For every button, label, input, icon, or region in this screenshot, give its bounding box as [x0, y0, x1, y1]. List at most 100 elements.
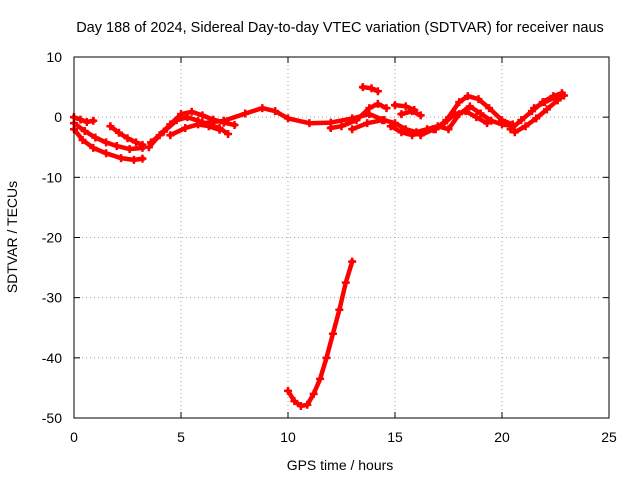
x-tick-label: 10 [280, 429, 296, 445]
data-series [70, 83, 569, 410]
data-point [382, 104, 391, 113]
data-point [284, 114, 292, 123]
data-point [530, 104, 539, 113]
series-track-4 [106, 122, 147, 149]
data-point [138, 140, 147, 149]
data-point [397, 128, 406, 137]
data-point [401, 102, 410, 111]
y-axis-label: SDTVAR / TECUs [4, 181, 20, 293]
data-point [147, 138, 156, 147]
chart-title: Day 188 of 2024, Sidereal Day-to-day VTE… [76, 20, 604, 36]
data-point [461, 107, 470, 116]
data-point [117, 154, 126, 163]
data-point [89, 143, 98, 152]
data-point [125, 145, 134, 154]
data-point [328, 329, 337, 338]
y-tick-label: 10 [46, 49, 62, 65]
data-point [476, 109, 485, 118]
data-point [487, 116, 496, 125]
data-point [76, 115, 85, 124]
series-track-11 [358, 83, 382, 96]
data-point [540, 98, 549, 107]
data-point [183, 113, 192, 122]
data-point [322, 353, 331, 362]
data-point [391, 119, 399, 128]
data-point [172, 116, 181, 125]
data-point [181, 123, 190, 132]
series-track-18 [510, 91, 569, 137]
data-point [224, 130, 233, 139]
data-point [305, 119, 314, 128]
data-point [397, 110, 406, 119]
data-point [241, 109, 250, 118]
x-tick-label: 20 [494, 429, 510, 445]
data-point [450, 110, 459, 119]
data-point [498, 116, 506, 125]
x-tick-label: 25 [601, 429, 617, 445]
series-track-19 [530, 93, 560, 113]
data-point [348, 257, 357, 266]
data-point [326, 123, 335, 132]
data-point [373, 87, 382, 96]
data-point [258, 104, 267, 113]
data-point [506, 125, 515, 134]
data-point [271, 107, 280, 116]
data-point [138, 154, 147, 163]
data-point [440, 119, 449, 128]
data-point [465, 102, 474, 111]
x-axis-label: GPS time / hours [287, 457, 394, 473]
data-point [102, 138, 111, 147]
data-point [510, 128, 519, 137]
data-point [335, 305, 344, 314]
data-point [132, 138, 141, 147]
data-point [391, 101, 399, 110]
data-point [230, 120, 239, 129]
data-point [159, 127, 168, 136]
data-point [429, 125, 438, 134]
x-tick-label: 15 [387, 429, 403, 445]
data-point [215, 125, 224, 134]
data-point [316, 374, 325, 383]
data-point [358, 83, 367, 92]
y-tick-label: -50 [42, 410, 62, 426]
y-tick-label: -30 [42, 290, 62, 306]
data-point [517, 116, 526, 125]
x-tick-label: 0 [70, 429, 78, 445]
data-point [386, 122, 395, 131]
data-point [416, 131, 425, 140]
data-point [373, 99, 382, 108]
data-point [472, 113, 481, 122]
data-point [416, 111, 425, 120]
data-point [532, 114, 541, 123]
data-point [444, 125, 453, 134]
x-tick-label: 5 [177, 429, 185, 445]
data-point [551, 93, 560, 102]
data-point [463, 92, 472, 101]
data-point [166, 131, 175, 140]
series-track-16 [416, 107, 492, 140]
data-point [219, 116, 228, 125]
data-point [542, 105, 551, 114]
data-point [455, 98, 464, 107]
y-tick-label: 0 [54, 109, 62, 125]
y-tick-label: -10 [42, 169, 62, 185]
data-point [198, 111, 207, 120]
data-point [560, 91, 569, 100]
axis-ticks: 0 5 10 15 20 25 10 0 -10 -20 -30 -40 -50 [42, 49, 617, 445]
data-point [365, 104, 374, 113]
data-point [380, 116, 389, 125]
data-point [187, 107, 196, 116]
data-point [284, 386, 292, 395]
series-track-9 [326, 99, 391, 132]
data-point [129, 155, 138, 164]
data-point [303, 400, 312, 409]
data-point [367, 84, 376, 93]
data-point [352, 116, 361, 125]
series-track-7 [166, 120, 224, 140]
data-point [363, 119, 372, 128]
data-point [89, 116, 98, 125]
data-point [80, 127, 89, 136]
data-point [290, 397, 299, 406]
